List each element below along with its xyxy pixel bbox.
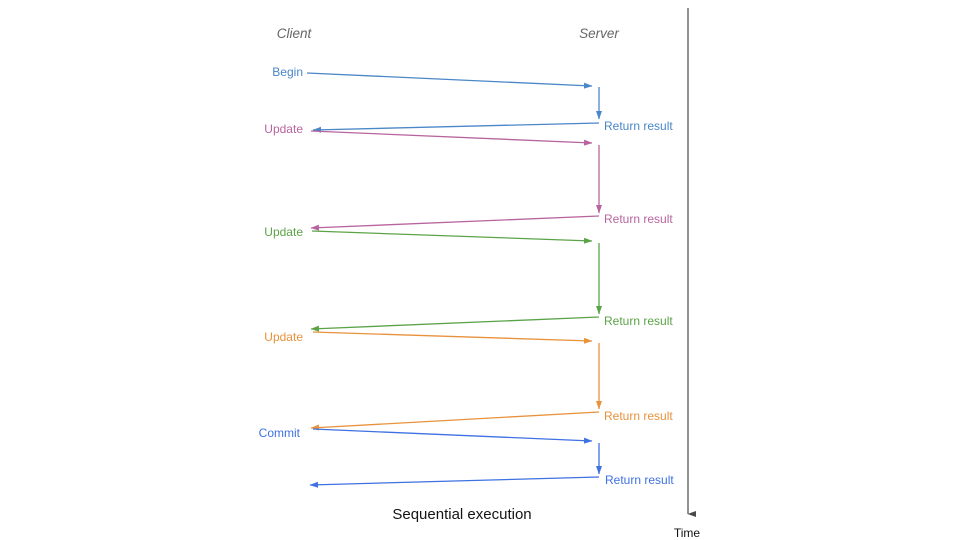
commit-return-arrow bbox=[309, 476, 600, 488]
update3-request-arrow bbox=[312, 331, 593, 344]
update1-request-arrow bbox=[310, 130, 593, 146]
update1-return-arrow bbox=[310, 215, 600, 231]
client-lane-header: Client bbox=[277, 26, 313, 41]
update3-label: Update bbox=[264, 330, 303, 344]
update1-return-label: Return result bbox=[604, 212, 673, 226]
update2-return-arrow bbox=[310, 316, 600, 332]
operation-commit: Commit Return result bbox=[259, 426, 674, 488]
operation-update-3: Update Return result bbox=[264, 330, 673, 431]
commit-label: Commit bbox=[259, 426, 301, 440]
time-axis-label: Time bbox=[674, 526, 701, 540]
update3-return-label: Return result bbox=[604, 409, 673, 423]
begin-label: Begin bbox=[272, 65, 303, 79]
diagram-title: Sequential execution bbox=[392, 506, 531, 523]
operation-update-1: Update Return result bbox=[264, 122, 673, 231]
server-lane-header: Server bbox=[579, 26, 619, 41]
update2-label: Update bbox=[264, 225, 303, 239]
update3-return-arrow bbox=[310, 411, 600, 431]
begin-return-label: Return result bbox=[604, 119, 673, 133]
begin-return-arrow bbox=[312, 122, 600, 133]
commit-return-label: Return result bbox=[605, 473, 674, 487]
commit-request-arrow bbox=[312, 428, 593, 444]
operation-begin: Begin Return result bbox=[272, 65, 673, 133]
begin-request-arrow bbox=[306, 72, 593, 89]
update2-return-label: Return result bbox=[604, 314, 673, 328]
update1-label: Update bbox=[264, 122, 303, 136]
update2-request-arrow bbox=[311, 230, 593, 244]
time-axis: Time bbox=[674, 8, 701, 540]
operation-update-2: Update Return result bbox=[264, 225, 673, 332]
